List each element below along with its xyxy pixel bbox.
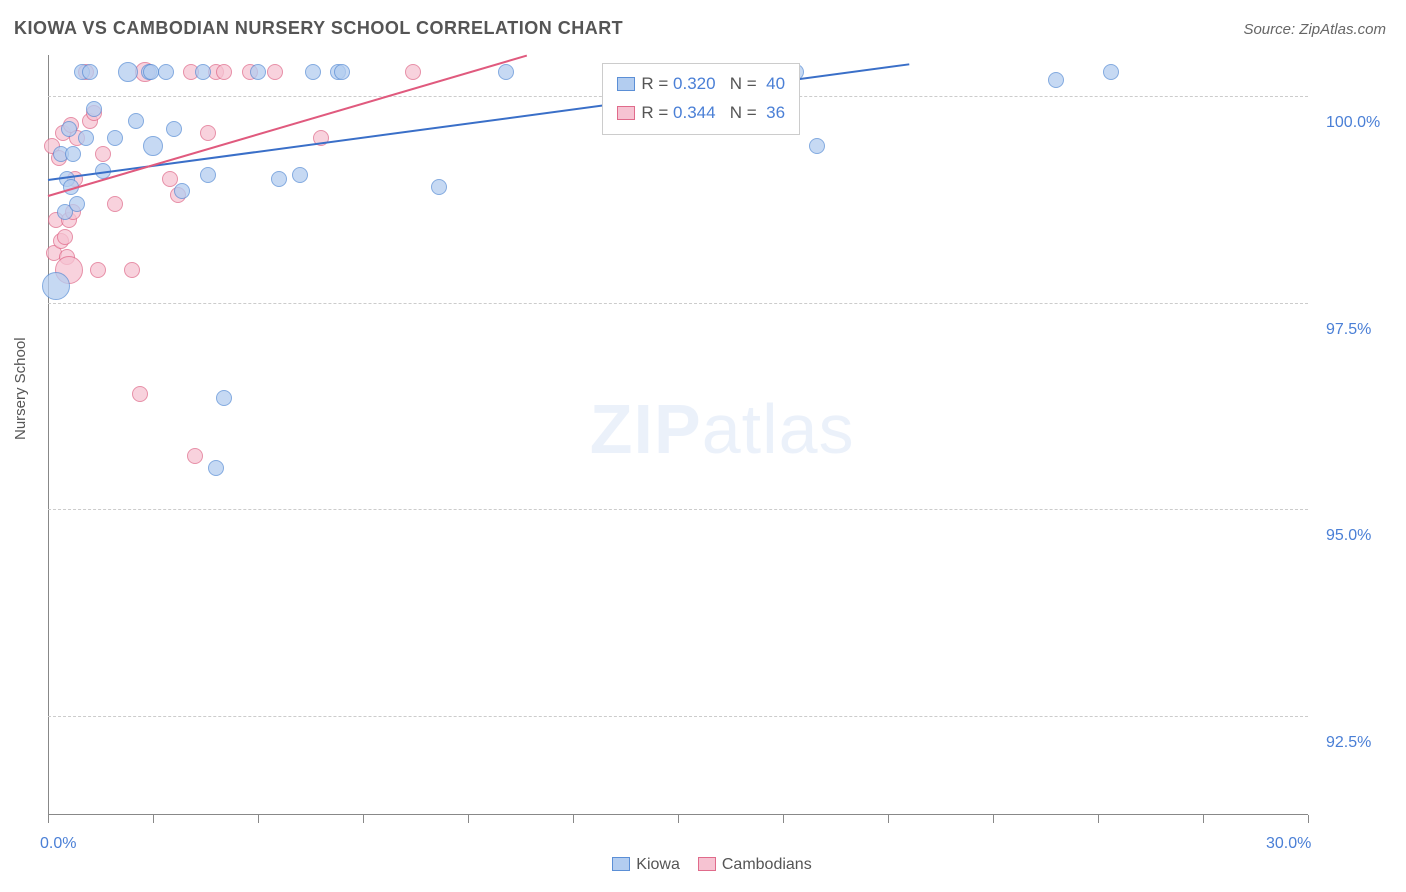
data-point bbox=[78, 130, 94, 146]
legend-item: Kiowa bbox=[594, 856, 680, 873]
data-point bbox=[271, 171, 287, 187]
x-tick bbox=[1098, 815, 1099, 823]
gridline bbox=[48, 716, 1308, 717]
x-tick bbox=[48, 815, 49, 823]
data-point bbox=[305, 64, 321, 80]
x-tick bbox=[258, 815, 259, 823]
data-point bbox=[82, 64, 98, 80]
x-tick bbox=[1203, 815, 1204, 823]
data-point bbox=[57, 229, 73, 245]
legend-row: R = 0.344 N = 36 bbox=[617, 99, 785, 128]
data-point bbox=[292, 167, 308, 183]
data-point bbox=[200, 125, 216, 141]
data-point bbox=[143, 136, 163, 156]
data-point bbox=[95, 146, 111, 162]
x-tick-label: 30.0% bbox=[1266, 835, 1311, 853]
x-tick bbox=[783, 815, 784, 823]
data-point bbox=[107, 130, 123, 146]
data-point bbox=[1048, 72, 1064, 88]
y-axis-label: Nursery School bbox=[12, 337, 29, 440]
x-tick bbox=[363, 815, 364, 823]
data-point bbox=[809, 138, 825, 154]
x-tick bbox=[153, 815, 154, 823]
data-point bbox=[267, 64, 283, 80]
data-point bbox=[431, 179, 447, 195]
data-point bbox=[334, 64, 350, 80]
gridline bbox=[48, 509, 1308, 510]
x-tick bbox=[993, 815, 994, 823]
data-point bbox=[405, 64, 421, 80]
x-tick-label: 0.0% bbox=[40, 835, 76, 853]
y-tick-label: 97.5% bbox=[1326, 321, 1371, 339]
data-point bbox=[1103, 64, 1119, 80]
data-point bbox=[69, 196, 85, 212]
data-point bbox=[195, 64, 211, 80]
scatter-plot: 92.5%95.0%97.5%100.0%0.0%30.0%ZIPatlasR … bbox=[48, 55, 1308, 815]
data-point bbox=[208, 460, 224, 476]
data-point bbox=[250, 64, 266, 80]
data-point bbox=[498, 64, 514, 80]
x-tick bbox=[678, 815, 679, 823]
data-point bbox=[132, 386, 148, 402]
plot-border bbox=[48, 55, 1308, 815]
data-point bbox=[107, 196, 123, 212]
y-tick-label: 92.5% bbox=[1326, 734, 1371, 752]
data-point bbox=[158, 64, 174, 80]
data-point bbox=[187, 448, 203, 464]
x-tick bbox=[573, 815, 574, 823]
legend-item: Cambodians bbox=[680, 856, 812, 873]
data-point bbox=[216, 64, 232, 80]
data-point bbox=[143, 64, 159, 80]
x-tick bbox=[468, 815, 469, 823]
x-tick bbox=[1308, 815, 1309, 823]
x-tick bbox=[888, 815, 889, 823]
chart-title: KIOWA VS CAMBODIAN NURSERY SCHOOL CORREL… bbox=[14, 18, 623, 39]
legend-row: R = 0.320 N = 40 bbox=[617, 70, 785, 99]
data-point bbox=[86, 101, 102, 117]
data-point bbox=[118, 62, 138, 82]
legend-bottom: KiowaCambodians bbox=[0, 856, 1406, 874]
y-tick-label: 95.0% bbox=[1326, 527, 1371, 545]
y-tick-label: 100.0% bbox=[1326, 114, 1380, 132]
data-point bbox=[124, 262, 140, 278]
correlation-legend: R = 0.320 N = 40R = 0.344 N = 36 bbox=[602, 63, 800, 135]
gridline bbox=[48, 303, 1308, 304]
data-point bbox=[200, 167, 216, 183]
source-label: Source: ZipAtlas.com bbox=[1243, 21, 1386, 38]
